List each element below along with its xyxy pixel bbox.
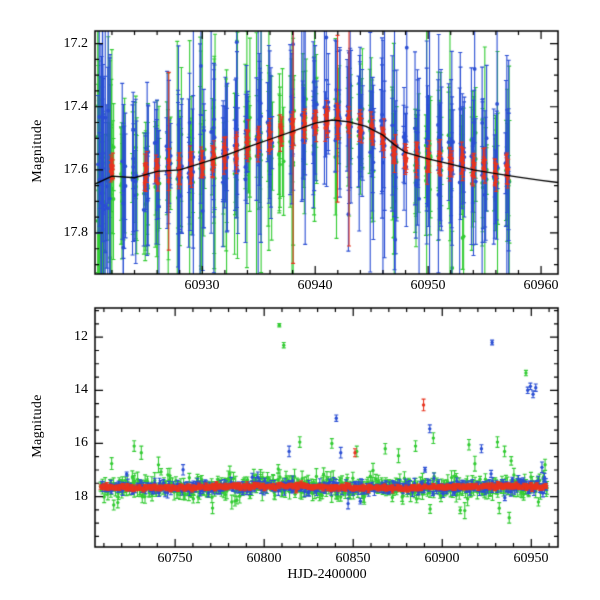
top-x-tick-label: 60930 [184,278,220,293]
bottom-x-tick-label: 60900 [424,551,460,566]
bottom-x-tick-label: 60850 [335,551,371,566]
top-y-tick-label: 17.8 [63,225,89,240]
top-y-tick-label: 17.4 [63,99,89,114]
top-y-tick-label: 17.2 [63,36,89,51]
bottom-y-tick-label: 16 [74,435,88,450]
bottom-y-axis-label: Magnitude [30,394,45,458]
top-x-tick-label: 60950 [410,278,446,293]
top-x-tick-label: 60960 [523,278,559,293]
bottom-x-tick-label: 60750 [157,551,193,566]
bottom-y-tick-label: 12 [74,329,88,344]
bottom-x-tick-label: 60950 [513,551,549,566]
top-x-tick-label: 60940 [297,278,333,293]
bottom-x-tick-label: 60800 [246,551,282,566]
x-axis-label: HJD-2400000 [287,567,367,582]
bottom-y-tick-label: 14 [74,382,88,397]
bottom-y-tick-label: 18 [74,489,88,504]
top-y-axis-label: Magnitude [30,119,45,183]
top-y-tick-label: 17.6 [63,162,89,177]
